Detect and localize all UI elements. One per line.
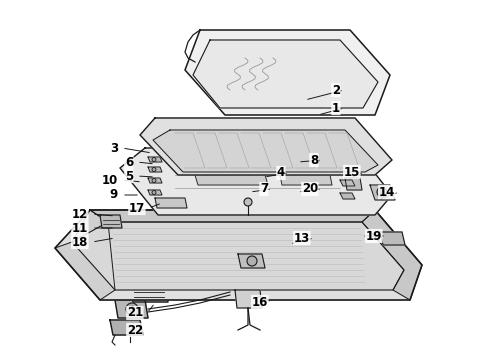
Text: 2: 2 bbox=[332, 84, 340, 96]
Polygon shape bbox=[340, 180, 355, 186]
Polygon shape bbox=[90, 210, 375, 222]
Text: 10: 10 bbox=[102, 174, 118, 186]
Polygon shape bbox=[340, 193, 355, 199]
Text: 19: 19 bbox=[366, 230, 382, 243]
Polygon shape bbox=[110, 320, 143, 335]
Text: 8: 8 bbox=[310, 153, 318, 166]
Polygon shape bbox=[155, 198, 187, 208]
Polygon shape bbox=[280, 158, 332, 168]
Polygon shape bbox=[238, 254, 265, 268]
Text: 20: 20 bbox=[302, 183, 318, 195]
Polygon shape bbox=[120, 148, 392, 215]
Text: 14: 14 bbox=[379, 185, 395, 198]
Polygon shape bbox=[140, 118, 392, 175]
Text: 4: 4 bbox=[277, 166, 285, 180]
Polygon shape bbox=[280, 175, 332, 185]
Circle shape bbox=[129, 306, 134, 311]
Text: 6: 6 bbox=[125, 156, 133, 168]
Polygon shape bbox=[100, 215, 122, 228]
Text: 12: 12 bbox=[72, 207, 88, 220]
Polygon shape bbox=[55, 210, 422, 300]
Polygon shape bbox=[235, 290, 262, 308]
Polygon shape bbox=[115, 300, 148, 318]
Circle shape bbox=[126, 303, 138, 315]
Text: 7: 7 bbox=[260, 183, 268, 195]
Polygon shape bbox=[185, 30, 390, 115]
Text: 15: 15 bbox=[343, 166, 360, 179]
Polygon shape bbox=[148, 178, 162, 183]
Polygon shape bbox=[148, 157, 162, 162]
Circle shape bbox=[377, 187, 387, 197]
Polygon shape bbox=[345, 178, 362, 190]
Polygon shape bbox=[193, 40, 378, 108]
Text: 22: 22 bbox=[127, 324, 143, 337]
Circle shape bbox=[152, 158, 156, 162]
Circle shape bbox=[152, 167, 156, 171]
Circle shape bbox=[152, 179, 156, 183]
Text: 5: 5 bbox=[125, 170, 133, 183]
Polygon shape bbox=[195, 158, 268, 168]
Circle shape bbox=[244, 198, 252, 206]
Text: 1: 1 bbox=[332, 102, 340, 114]
Circle shape bbox=[380, 190, 384, 194]
Polygon shape bbox=[148, 167, 162, 172]
Polygon shape bbox=[380, 232, 405, 245]
Polygon shape bbox=[130, 285, 168, 302]
Text: 11: 11 bbox=[72, 221, 88, 234]
Polygon shape bbox=[195, 175, 268, 185]
Polygon shape bbox=[340, 168, 355, 174]
Text: 21: 21 bbox=[127, 306, 143, 320]
Circle shape bbox=[152, 190, 156, 194]
Polygon shape bbox=[55, 210, 115, 300]
Text: 9: 9 bbox=[110, 189, 118, 202]
Text: 18: 18 bbox=[72, 235, 88, 248]
Polygon shape bbox=[72, 222, 404, 290]
Text: 16: 16 bbox=[252, 296, 268, 309]
Text: 3: 3 bbox=[110, 141, 118, 154]
Circle shape bbox=[247, 256, 257, 266]
Polygon shape bbox=[362, 210, 422, 300]
Polygon shape bbox=[370, 185, 395, 200]
Text: 13: 13 bbox=[294, 231, 310, 244]
Polygon shape bbox=[340, 155, 355, 161]
Polygon shape bbox=[153, 130, 378, 172]
Text: 17: 17 bbox=[129, 202, 145, 215]
Polygon shape bbox=[148, 190, 162, 195]
